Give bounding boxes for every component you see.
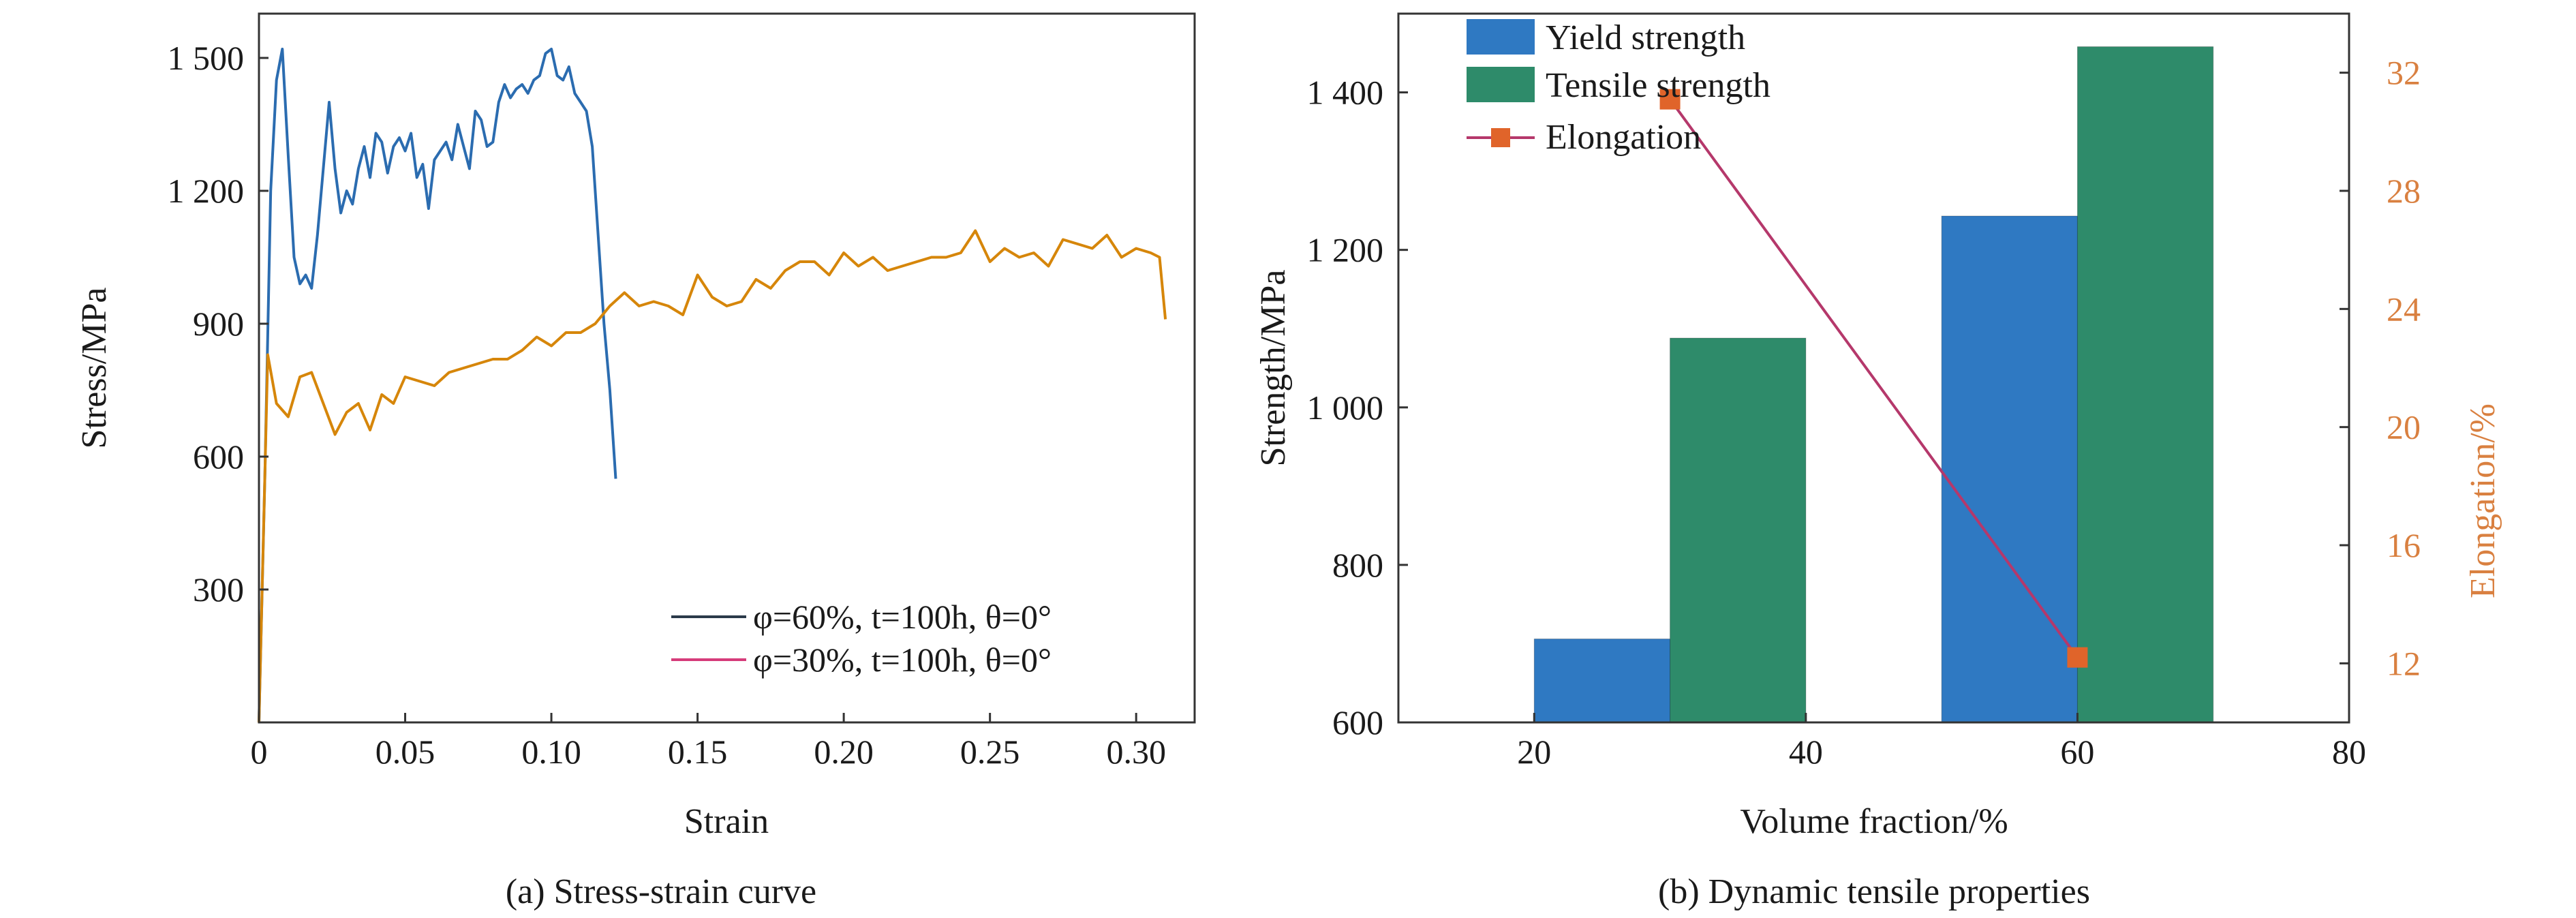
y-axis-a: 300 600 900 1 200 1 500 — [168, 39, 269, 609]
legend-label-tensile: Tensile strength — [1546, 66, 1770, 105]
elongation-series — [1659, 89, 2088, 668]
legend-label-yield: Yield strength — [1546, 18, 1745, 57]
tensile-bar — [2076, 46, 2214, 723]
x-tick-label-a: 0.30 — [1106, 733, 1166, 771]
y-tick-label-b: 1 200 — [1307, 231, 1384, 269]
legend-label-elongation: Elongation — [1546, 118, 1701, 157]
y-tick-label-a: 900 — [193, 305, 244, 343]
y-tick-label-b: 1 000 — [1307, 388, 1384, 427]
x-tick-label-a: 0 — [251, 733, 268, 771]
y-tick-label-a: 600 — [193, 438, 244, 476]
x-axis-a: 0 0.05 0.10 0.15 0.20 0.25 0.30 — [251, 713, 1166, 771]
y2-tick-label-b: 12 — [2387, 644, 2421, 682]
stress-strain-chart: 0 0.05 0.10 0.15 0.20 0.25 0.30 300 600 900 1 200… — [75, 12, 1196, 911]
plot-area-a — [258, 48, 1167, 723]
y-axis-label-b: Strength/MPa — [1254, 270, 1293, 467]
legend-label-60: φ=60%, t=100h, θ=0° — [753, 598, 1052, 636]
y2-axis-label-b: Elongation/% — [2464, 403, 2502, 598]
yield-bar — [1533, 639, 1671, 723]
legend-swatch-yield — [1467, 19, 1535, 55]
elongation-marker — [1659, 89, 1681, 110]
legend-label-30: φ=30%, t=100h, θ=0° — [753, 641, 1052, 679]
elongation-line — [1668, 98, 2079, 658]
y2-tick-label-b: 28 — [2387, 172, 2421, 210]
x-axis-label-a: Strain — [684, 802, 769, 841]
stress-strain-series-2 — [258, 229, 1167, 723]
x-tick-label-a: 0.25 — [960, 733, 1020, 771]
y2-axis-b: 12 16 20 24 28 32 — [2340, 54, 2421, 682]
tensile-bar — [1670, 337, 1807, 723]
caption-a: (a) Stress-strain curve — [506, 872, 816, 911]
stress-strain-series-1 — [258, 48, 617, 723]
x-tick-label-b: 40 — [1789, 733, 1823, 771]
legend-a: φ=60%, t=100h, θ=0° φ=30%, t=100h, θ=0° — [671, 598, 1052, 679]
x-tick-label-b: 60 — [2060, 733, 2094, 771]
yield-bar — [1941, 215, 2078, 723]
x-tick-label-b: 20 — [1517, 733, 1551, 771]
y-tick-label-a: 300 — [193, 570, 244, 609]
elongation-marker — [2067, 647, 2088, 668]
x-tick-label-a: 0.10 — [521, 733, 581, 771]
x-tick-label-a: 0.05 — [375, 733, 435, 771]
y-axis-label-a: Stress/MPa — [75, 288, 114, 449]
x-axis-label-b: Volume fraction/% — [1740, 802, 2008, 841]
y2-tick-label-b: 16 — [2387, 526, 2421, 564]
axes-frame-a — [258, 12, 1196, 724]
y-tick-label-b: 800 — [1332, 546, 1383, 584]
y-tick-label-b: 1 400 — [1307, 74, 1384, 112]
y-axis-b: 600 800 1 000 1 200 1 400 — [1307, 74, 1408, 741]
y2-tick-label-b: 24 — [2387, 290, 2421, 328]
y2-tick-label-b: 20 — [2387, 408, 2421, 446]
x-tick-label-a: 0.20 — [814, 733, 874, 771]
x-tick-label-a: 0.15 — [668, 733, 728, 771]
legend-b: Yield strength Tensile strength Elongati… — [1467, 18, 1770, 157]
bars-b — [1533, 46, 2214, 723]
y-tick-label-a: 1 500 — [168, 39, 245, 77]
axes-frame-b — [1397, 12, 2350, 724]
tensile-properties-chart: 20 40 60 80 600 800 1 000 1 200 1 400 12 16 20 24 2… — [1254, 12, 2502, 911]
y-tick-label-b: 600 — [1332, 703, 1383, 741]
x-axis-b: 20 40 60 80 — [1517, 713, 2366, 771]
legend-swatch-tensile — [1467, 67, 1535, 102]
legend-marker-elongation — [1491, 128, 1510, 147]
caption-b: (b) Dynamic tensile properties — [1658, 872, 2090, 911]
y2-tick-label-b: 32 — [2387, 54, 2421, 92]
x-tick-label-b: 80 — [2332, 733, 2366, 771]
y-tick-label-a: 1 200 — [168, 172, 245, 210]
